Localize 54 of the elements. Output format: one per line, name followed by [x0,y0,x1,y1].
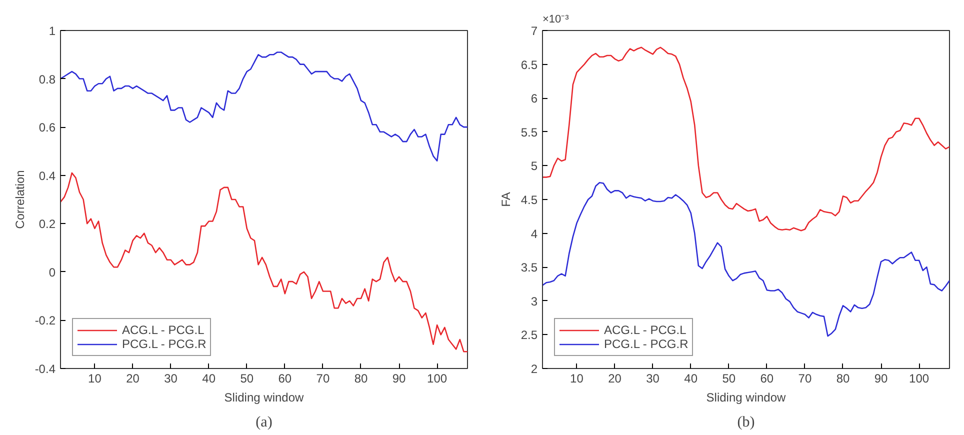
y-tick-label: 5 [530,159,538,174]
x-tick-label: 80 [836,372,850,386]
line-series [542,182,950,337]
y-tick-label: 2.5 [520,328,538,342]
x-tick-label: 70 [316,372,330,386]
x-axis-title: Sliding window [224,390,304,404]
y-tick-label: 4.5 [520,193,538,207]
y-tick-label: 0 [48,265,56,280]
x-tick-label: 40 [202,372,216,386]
y-tick-label: 0.8 [38,72,56,86]
line-series [60,52,468,162]
legend-label: ACG.L - PCG.L [122,323,204,337]
y-tick-label: 3 [530,294,538,308]
text: ×10⁻³ [542,14,570,26]
x-tick-label: 80 [354,372,368,386]
y-tick-label: -0.2 [34,314,56,328]
y-tick-label: 1 [48,24,56,38]
y-axis-title: Correlation [12,170,27,229]
y-tick-label: 5.5 [520,125,538,140]
y-axis-title: FA [498,192,513,207]
y-tick-label: 3.5 [520,260,538,275]
legend-label: PCG.L - PCG.R [604,337,688,351]
x-tick-label: 90 [874,372,888,386]
x-tick-label: 20 [126,372,140,386]
y-tick-label: -0.4 [34,362,56,376]
text: (a) [256,414,272,430]
x-tick-label: 50 [722,372,736,386]
x-tick-label: 100 [909,372,930,386]
x-tick-label: 30 [646,372,660,386]
y-tick-label: 6 [530,92,538,106]
x-tick-label: 60 [760,372,774,386]
x-tick-label: 40 [684,372,698,386]
x-tick-label: 60 [278,372,292,386]
x-axis-title: Sliding window [706,390,786,404]
legend-label: ACG.L - PCG.L [604,323,686,337]
line-series [542,46,950,232]
x-tick-label: 30 [164,372,178,386]
y-tick-label: 4 [530,226,538,241]
x-tick-label: 100 [427,372,448,386]
x-tick-label: 10 [88,372,102,386]
x-tick-label: 10 [570,372,584,386]
x-tick-label: 20 [608,372,622,386]
text: (b) [737,414,755,430]
y-tick-label: 0.2 [38,217,56,232]
y-tick-label: 0.6 [38,120,56,135]
x-tick-label: 50 [240,372,254,386]
y-tick-label: 7 [530,24,538,38]
line-series [60,172,468,352]
y-tick-label: 0.4 [38,168,56,183]
x-tick-label: 90 [392,372,406,386]
legend-label: PCG.L - PCG.R [122,337,206,351]
y-tick-label: 2 [530,362,538,376]
x-tick-label: 70 [798,372,812,386]
y-tick-label: 6.5 [520,58,538,72]
